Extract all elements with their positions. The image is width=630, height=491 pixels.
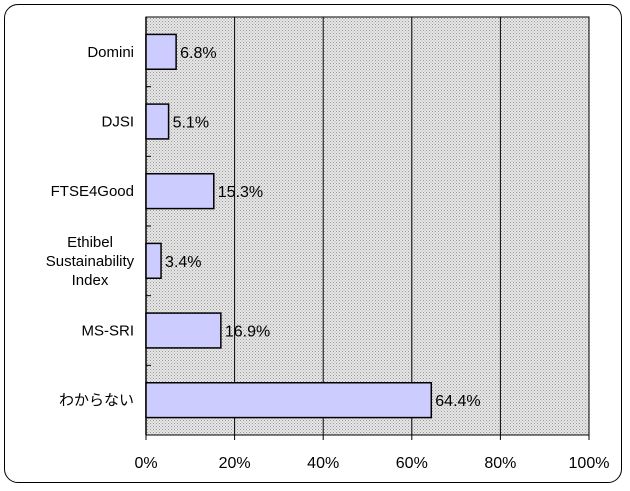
bar-value-label: 5.1% bbox=[173, 115, 209, 132]
category-label: DJSI bbox=[101, 114, 134, 131]
bar-value-label: 3.4% bbox=[165, 254, 201, 271]
x-tick-label: 20% bbox=[219, 455, 251, 472]
x-tick-label: 100% bbox=[569, 455, 610, 472]
labels: 0% 20% 40% 60% 80% 100% 6.8% Domini 5.1% DJSI 15.3… bbox=[46, 44, 610, 472]
bar-value-label: 16.9% bbox=[225, 324, 270, 341]
x-tick-label: 0% bbox=[134, 455, 157, 472]
category-label: FTSE4Good bbox=[51, 183, 134, 200]
bar bbox=[145, 312, 222, 349]
bar-value-label: 6.8% bbox=[180, 45, 216, 62]
bars bbox=[145, 33, 433, 419]
axes bbox=[145, 16, 590, 440]
category-label: Ethibel Sustainability Index bbox=[46, 234, 135, 289]
chart-frame bbox=[4, 4, 622, 483]
bar bbox=[145, 33, 177, 70]
category-label: MS-SRI bbox=[82, 323, 135, 340]
bar bbox=[145, 173, 215, 210]
plot-area bbox=[145, 16, 590, 436]
bar bbox=[145, 103, 170, 140]
bar-value-label: 15.3% bbox=[218, 184, 263, 201]
category-label: わからない bbox=[59, 392, 134, 409]
gridlines bbox=[234, 17, 501, 435]
category-label: Domini bbox=[87, 44, 134, 61]
bar bbox=[145, 242, 162, 280]
x-tick-label: 80% bbox=[484, 455, 516, 472]
bar bbox=[145, 382, 433, 419]
bar-value-label: 64.4% bbox=[435, 393, 480, 410]
x-tick-label: 60% bbox=[396, 455, 428, 472]
x-tick-label: 40% bbox=[307, 455, 339, 472]
